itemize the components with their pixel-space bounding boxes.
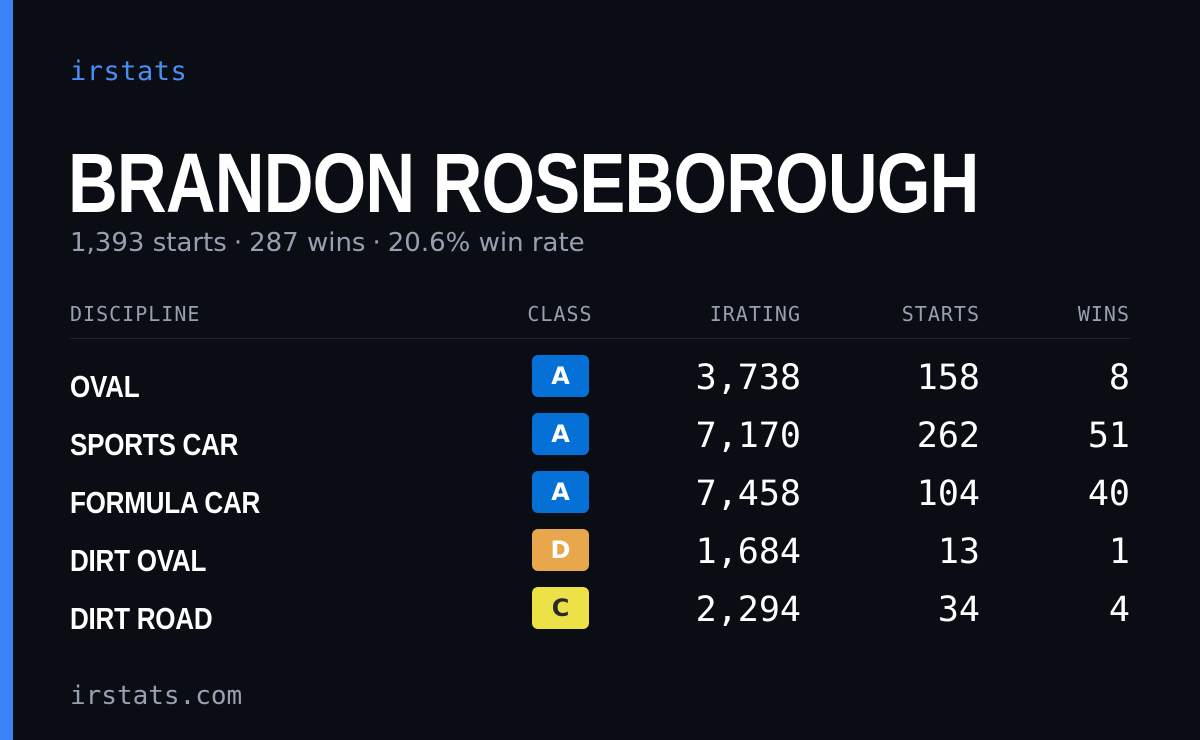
player-summary: 1,393 starts · 287 wins · 20.6% win rate — [70, 228, 585, 258]
header-irating: IRATING — [709, 302, 801, 326]
header-wins: WINS — [1077, 302, 1130, 326]
starts-value: 104 — [916, 474, 980, 514]
table-row: OVAL A 3,738 158 8 — [70, 355, 1131, 413]
starts-value: 262 — [916, 416, 980, 456]
wins-value: 8 — [1108, 358, 1130, 398]
table-body: OVAL A 3,738 158 8 SPORTS CAR A 7,170 26… — [70, 355, 1131, 645]
table-row: DIRT OVAL D 1,684 13 1 — [70, 529, 1131, 587]
table-row: SPORTS CAR A 7,170 262 51 — [70, 413, 1131, 471]
starts-value: 13 — [937, 532, 980, 572]
summary-separator: · — [372, 228, 381, 258]
irating-value: 1,684 — [695, 532, 801, 572]
starts-value: 34 — [937, 590, 980, 630]
irating-value: 2,294 — [695, 590, 801, 630]
wins-value: 1 — [1108, 532, 1130, 572]
footer-url[interactable]: irstats.com — [70, 681, 243, 711]
discipline-table: DISCIPLINE CLASS IRATING STARTS WINS OVA… — [70, 300, 1131, 645]
discipline-name: DIRT ROAD — [70, 601, 213, 636]
class-badge: A — [532, 471, 589, 513]
table-header: DISCIPLINE CLASS IRATING STARTS WINS — [70, 300, 1131, 339]
discipline-name: DIRT OVAL — [70, 543, 207, 578]
table-row: DIRT ROAD C 2,294 34 4 — [70, 587, 1131, 645]
wins-value: 51 — [1087, 416, 1130, 456]
discipline-name: OVAL — [70, 369, 140, 404]
header-starts: STARTS — [901, 302, 980, 326]
summary-separator: · — [233, 228, 243, 258]
total-wins: 287 wins — [249, 228, 366, 258]
brand-logo[interactable]: irstats — [70, 56, 188, 87]
win-rate: 20.6% win rate — [387, 228, 585, 258]
class-badge: C — [532, 587, 589, 629]
class-badge: A — [532, 355, 589, 397]
player-name: BRANDON ROSEBOROUGH — [68, 136, 979, 230]
header-class: CLASS — [527, 302, 593, 326]
irating-value: 3,738 — [695, 358, 801, 398]
class-badge: D — [532, 529, 589, 571]
starts-value: 158 — [916, 358, 980, 398]
discipline-name: FORMULA CAR — [70, 485, 261, 520]
irating-value: 7,458 — [695, 474, 801, 514]
total-starts: 1,393 starts — [70, 228, 227, 258]
discipline-name: SPORTS CAR — [70, 427, 239, 462]
wins-value: 4 — [1108, 590, 1130, 630]
wins-value: 40 — [1087, 474, 1130, 514]
class-badge: A — [532, 413, 589, 455]
header-discipline: DISCIPLINE — [70, 302, 201, 326]
table-row: FORMULA CAR A 7,458 104 40 — [70, 471, 1131, 529]
accent-bar — [0, 0, 13, 740]
irating-value: 7,170 — [695, 416, 801, 456]
